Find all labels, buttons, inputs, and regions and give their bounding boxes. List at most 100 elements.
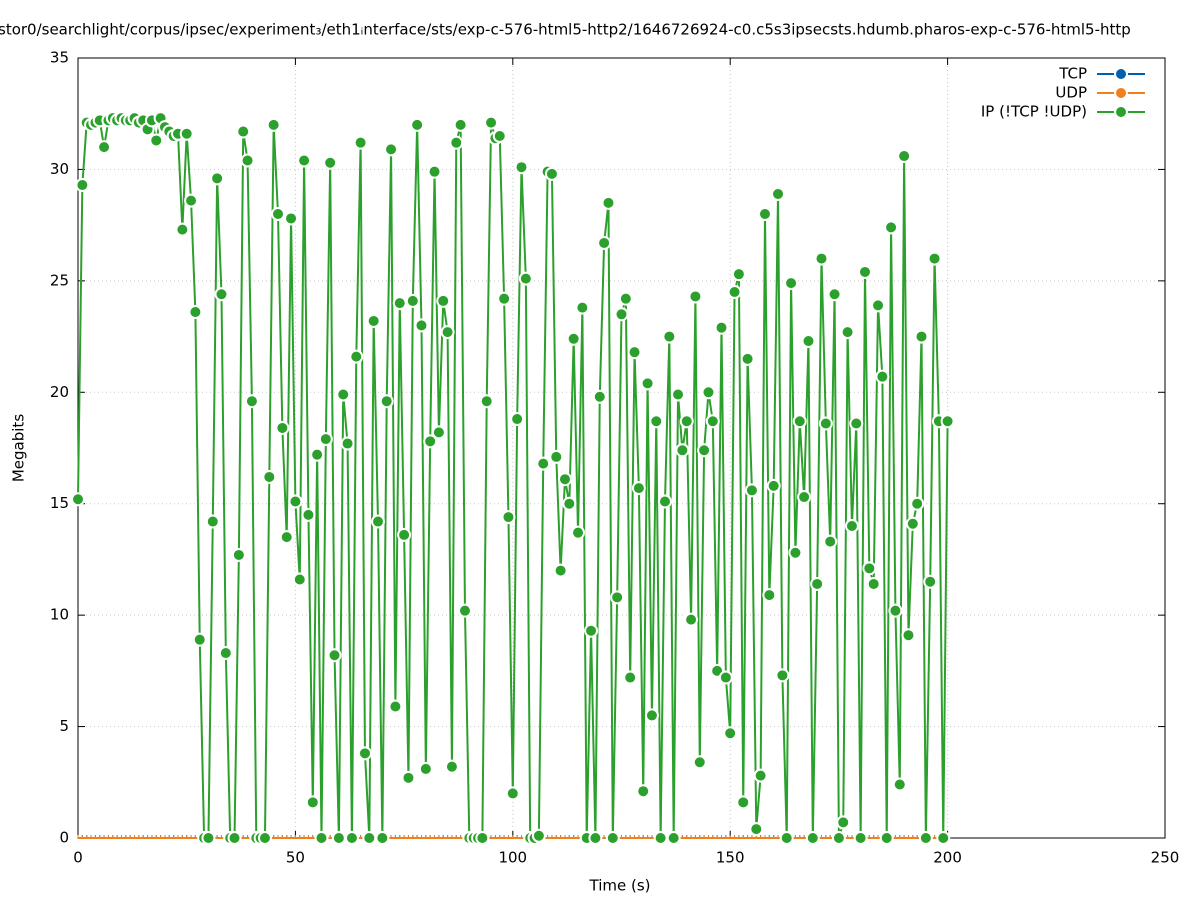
data-point bbox=[457, 603, 472, 618]
data-point bbox=[514, 160, 529, 175]
data-point bbox=[649, 414, 664, 429]
legend-marker bbox=[1114, 67, 1128, 81]
data-point bbox=[779, 831, 794, 845]
data-point bbox=[549, 449, 564, 464]
data-point bbox=[744, 483, 759, 498]
data-point bbox=[75, 178, 90, 193]
x-tick-label: 250 bbox=[1151, 849, 1180, 867]
data-point bbox=[236, 124, 251, 139]
data-point bbox=[318, 432, 333, 447]
data-point bbox=[453, 117, 468, 132]
data-point bbox=[284, 211, 299, 226]
data-point bbox=[353, 135, 368, 150]
data-point bbox=[179, 126, 194, 141]
data-point bbox=[553, 563, 568, 578]
y-axis-label: Megabits bbox=[10, 414, 28, 482]
data-point bbox=[362, 831, 377, 845]
data-point bbox=[740, 351, 755, 366]
x-tick-label: 150 bbox=[716, 849, 745, 867]
data-point bbox=[940, 414, 955, 429]
data-point bbox=[479, 394, 494, 409]
data-point bbox=[405, 293, 420, 308]
data-point bbox=[701, 385, 716, 400]
data-point bbox=[666, 831, 681, 845]
data-point bbox=[679, 414, 694, 429]
data-point bbox=[557, 472, 572, 487]
data-point bbox=[436, 293, 451, 308]
data-point bbox=[662, 329, 677, 344]
data-point bbox=[288, 494, 303, 509]
data-point bbox=[844, 519, 859, 533]
data-point bbox=[331, 831, 346, 845]
data-point bbox=[501, 510, 516, 525]
y-tick-label: 0 bbox=[59, 829, 69, 847]
x-axis-label: Time (s) bbox=[589, 877, 651, 895]
data-point bbox=[192, 632, 207, 647]
x-tick-label: 50 bbox=[286, 849, 305, 867]
data-point bbox=[484, 115, 499, 130]
data-point bbox=[605, 831, 620, 845]
data-point bbox=[888, 603, 903, 618]
data-point bbox=[266, 117, 281, 132]
data-point bbox=[184, 193, 199, 208]
data-point bbox=[918, 831, 933, 845]
data-point bbox=[849, 416, 864, 431]
data-point bbox=[410, 117, 425, 132]
data-point bbox=[392, 296, 407, 311]
data-point bbox=[423, 434, 438, 449]
data-point bbox=[340, 436, 355, 451]
data-point bbox=[657, 494, 672, 509]
y-tick-label: 5 bbox=[59, 717, 69, 735]
data-point bbox=[414, 318, 429, 333]
data-point bbox=[292, 572, 307, 587]
data-point bbox=[640, 376, 655, 391]
data-point bbox=[823, 534, 838, 549]
data-point bbox=[505, 786, 520, 801]
data-point bbox=[244, 394, 259, 409]
data-point bbox=[536, 456, 551, 471]
legend-marker bbox=[1114, 86, 1128, 100]
data-point bbox=[584, 623, 599, 638]
data-point bbox=[357, 746, 372, 761]
chart-title: stor0/searchlight/corpus/ipsec/experimen… bbox=[0, 21, 1131, 39]
data-point bbox=[592, 389, 607, 404]
data-point bbox=[814, 251, 829, 266]
data-point bbox=[257, 831, 272, 845]
data-point bbox=[492, 129, 507, 143]
data-point bbox=[218, 646, 233, 661]
data-point bbox=[684, 612, 699, 627]
data-point bbox=[762, 588, 777, 603]
data-point bbox=[427, 164, 442, 179]
data-point bbox=[231, 547, 246, 562]
data-point bbox=[71, 492, 85, 507]
data-point bbox=[240, 153, 255, 168]
data-point bbox=[531, 828, 546, 843]
data-point bbox=[449, 135, 464, 150]
data-point bbox=[718, 670, 733, 685]
data-point bbox=[566, 331, 581, 346]
data-point bbox=[440, 325, 455, 340]
data-point bbox=[910, 496, 925, 511]
data-point bbox=[175, 222, 190, 237]
y-tick-label: 35 bbox=[50, 49, 69, 67]
data-point bbox=[301, 507, 316, 522]
data-point bbox=[810, 576, 825, 591]
data-point bbox=[879, 831, 894, 845]
data-point bbox=[653, 831, 668, 845]
data-point bbox=[805, 831, 820, 845]
data-point bbox=[388, 699, 403, 714]
data-point bbox=[840, 325, 855, 340]
y-tick-label: 10 bbox=[50, 606, 69, 624]
data-point bbox=[279, 530, 294, 545]
data-point bbox=[671, 387, 686, 402]
data-point bbox=[214, 287, 229, 302]
data-point bbox=[510, 412, 525, 427]
data-point bbox=[475, 831, 490, 845]
data-point bbox=[601, 195, 616, 210]
data-point bbox=[401, 770, 416, 785]
data-point bbox=[875, 369, 890, 384]
data-point bbox=[327, 648, 342, 663]
legend-marker bbox=[1114, 105, 1128, 119]
data-point bbox=[831, 831, 846, 845]
data-point bbox=[379, 394, 394, 409]
